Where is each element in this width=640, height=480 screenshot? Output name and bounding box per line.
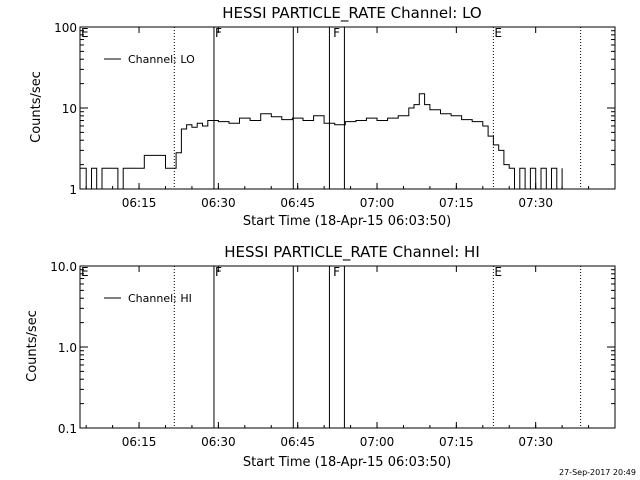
lo-legend-label: Channel: LO <box>128 53 195 66</box>
annotation-f: F <box>333 26 340 40</box>
annotation-e: E <box>494 26 502 40</box>
annotation-e: E <box>81 265 89 279</box>
lo-plot-frame <box>79 26 616 190</box>
series-line <box>80 93 563 190</box>
hi-chart-title: HESSI PARTICLE_RATE Channel: HI <box>224 243 480 262</box>
x-tick-label: 06:30 <box>201 435 236 449</box>
hi-channel-panel: HESSI PARTICLE_RATE Channel: HI Counts/s… <box>25 243 616 470</box>
x-tick-label: 07:00 <box>360 435 395 449</box>
timestamp-footer: 27-Sep-2017 20:49 <box>559 468 636 477</box>
y-tick-label: 1 <box>69 183 77 197</box>
x-tick-label: 07:30 <box>518 435 553 449</box>
y-tick-label: 0.1 <box>58 422 77 436</box>
x-tick-label: 07:15 <box>439 435 474 449</box>
hi-y-axis-label: Counts/sec <box>25 310 40 382</box>
x-tick-label: 06:45 <box>280 435 315 449</box>
lo-x-axis-label: Start Time (18-Apr-15 06:03:50) <box>243 214 451 229</box>
x-tick-label: 07:30 <box>518 196 553 210</box>
hi-plot-frame <box>79 265 616 429</box>
x-tick-label: 06:15 <box>122 196 157 210</box>
x-tick-label: 07:00 <box>360 196 395 210</box>
annotation-f: F <box>215 265 222 279</box>
x-tick-label: 06:30 <box>201 196 236 210</box>
hi-plot-area: 06:15 06:30 06:45 07:00 07:15 07:30 0.1 1.0 10.0… <box>50 260 616 449</box>
lo-plot-area: 06:15 06:30 06:45 07:00 07:15 07:30 1 10 100 E F F E <box>54 21 616 210</box>
annotation-e: E <box>81 26 89 40</box>
hi-x-axis-label: Start Time (18-Apr-15 06:03:50) <box>243 455 451 470</box>
y-tick-label: 100 <box>54 21 77 35</box>
annotation-f: F <box>333 265 340 279</box>
y-tick-label: 10.0 <box>50 260 77 274</box>
annotation-e: E <box>494 265 502 279</box>
x-tick-label: 06:15 <box>122 435 157 449</box>
lo-y-axis-label: Counts/sec <box>29 71 44 143</box>
hi-legend-label: Channel: HI <box>128 292 192 305</box>
annotation-f: F <box>215 26 222 40</box>
x-tick-label: 07:15 <box>439 196 474 210</box>
lo-chart-title: HESSI PARTICLE_RATE Channel: LO <box>222 4 481 23</box>
y-tick-label: 1.0 <box>58 341 77 355</box>
y-tick-label: 10 <box>62 102 77 116</box>
lo-channel-panel: HESSI PARTICLE_RATE Channel: LO Counts/s… <box>29 4 616 229</box>
x-tick-label: 06:45 <box>280 196 315 210</box>
